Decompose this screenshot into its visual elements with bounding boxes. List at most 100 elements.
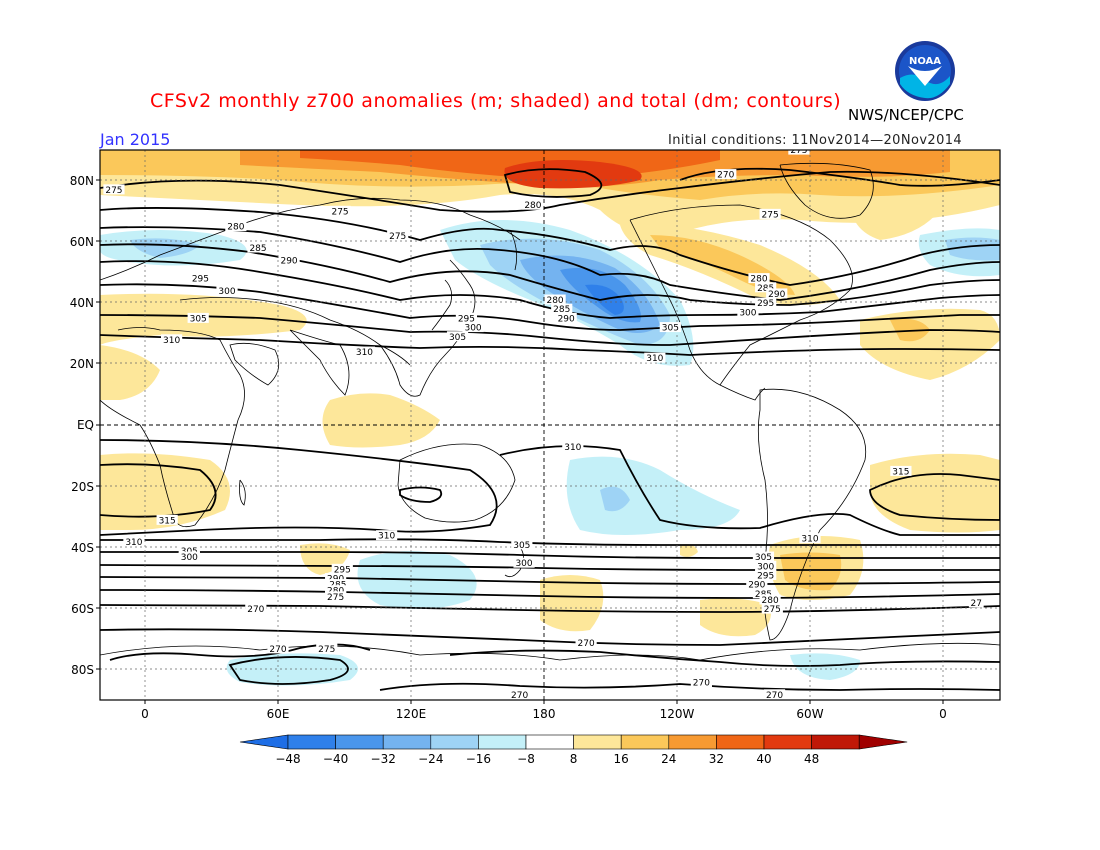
contour-label: 310 — [564, 443, 581, 453]
contour-label: 270 — [511, 691, 528, 701]
legend-swatch — [668, 734, 717, 750]
contour-label: 310 — [378, 532, 395, 542]
contour-label-bg — [103, 184, 125, 195]
legend-label: −48 — [275, 752, 300, 766]
contour-label-bg — [968, 597, 984, 608]
legend-label: 8 — [570, 752, 578, 766]
contour-label: 270 — [247, 605, 264, 615]
legend-label: 24 — [661, 752, 676, 766]
contour-label: 295 — [192, 275, 209, 285]
legend-arrow-low — [239, 734, 289, 750]
contour-label: 300 — [757, 562, 774, 572]
contour-label: 295 — [334, 565, 351, 575]
noaa-logo-text: NOAA — [909, 56, 941, 67]
lat-label: 80N — [70, 174, 94, 188]
coastlines — [100, 162, 1000, 661]
contour-label-bg — [446, 331, 469, 342]
contour-label-bg — [890, 465, 912, 476]
contour-label: 270 — [269, 645, 286, 655]
legend-label: −40 — [323, 752, 348, 766]
contour-label: 285 — [553, 305, 570, 315]
lat-label: 80S — [71, 663, 94, 677]
contour-label-bg — [189, 273, 212, 284]
contour-label: 275 — [790, 146, 807, 156]
contour-label-bg — [799, 533, 821, 544]
chart-title: CFSv2 monthly z700 anomalies (m; shaded)… — [150, 90, 842, 112]
lat-label: 20N — [70, 357, 94, 371]
contour-label: 275 — [331, 207, 348, 217]
contour-label-bg — [247, 242, 269, 253]
legend-swatch — [763, 734, 812, 750]
legend-swatch — [478, 734, 527, 750]
contour-label: 300 — [464, 324, 481, 334]
contour-labels: 2752752802852902953003053102752802802852… — [103, 146, 984, 701]
contour-label: 280 — [227, 223, 244, 233]
lon-axis: 0 60E 120E 180 120W 60W 0 — [141, 707, 947, 721]
contour-label: 275 — [105, 186, 122, 196]
lat-axis: 80N 60N 40N 20N EQ 20S 40S 60S 80S — [70, 174, 94, 677]
contour-label-bg — [788, 150, 810, 155]
contour-label: 275 — [762, 210, 779, 220]
legend-swatch — [620, 734, 670, 750]
contour-label: 275 — [318, 645, 335, 655]
contour-label: 305 — [755, 553, 772, 563]
lat-label: 40S — [71, 541, 94, 555]
contour-label-bg — [737, 306, 759, 317]
contour-label-bg — [327, 579, 349, 590]
contour-label-bg — [325, 585, 347, 596]
lon-label: 120W — [660, 707, 695, 721]
legend-label: −16 — [466, 752, 491, 766]
contour-label: 290 — [748, 581, 765, 591]
contour-label-bg — [522, 199, 544, 210]
lon-label: 60W — [796, 707, 823, 721]
contour-label: 310 — [646, 354, 663, 364]
legend-label: −8 — [517, 752, 535, 766]
contour-label: 270 — [717, 171, 734, 181]
lon-label: 180 — [533, 707, 556, 721]
contour-label-bg — [761, 603, 783, 614]
contour-label-bg — [187, 312, 209, 323]
contour-label: 270 — [693, 679, 710, 689]
contour-label: 315 — [159, 516, 176, 526]
legend-arrow-high — [858, 734, 908, 750]
contour-label-bg — [766, 288, 788, 299]
contour-label-bg — [759, 594, 781, 605]
initial-conditions: Initial conditions: 11Nov2014—20Nov2014 — [668, 133, 963, 148]
lon-label: 0 — [141, 707, 149, 721]
contour-label-bg — [763, 689, 786, 700]
forecast-period: Jan 2015 — [100, 130, 171, 149]
contour-label-bg — [161, 334, 183, 345]
contour-label-bg — [123, 536, 145, 547]
legend-swatch — [335, 734, 384, 750]
contour-label: 310 — [356, 348, 373, 358]
contour-label: 275 — [389, 232, 406, 242]
contour-label-bg — [462, 322, 484, 333]
equator-dateline — [100, 150, 1000, 700]
contour-label: 280 — [762, 596, 779, 606]
contour-label: 310 — [163, 336, 180, 346]
contour-label-bg — [755, 282, 777, 293]
lon-label: 120E — [396, 707, 427, 721]
contour-label: 315 — [892, 467, 909, 477]
contour-label: 280 — [546, 296, 563, 306]
contour-label-bg — [225, 221, 247, 232]
legend-label: 40 — [756, 752, 771, 766]
contour-label-bg — [555, 312, 577, 323]
contour-label-bg — [659, 322, 681, 333]
legend-swatch — [525, 734, 574, 750]
contour-label: 305 — [662, 324, 679, 334]
contour-label-bg — [511, 539, 533, 550]
contour-label-bg — [551, 303, 573, 314]
lat-label: 60N — [70, 235, 94, 249]
contour-label: 310 — [125, 538, 142, 548]
contour-label-bg — [513, 557, 535, 568]
legend-swatch — [430, 734, 479, 750]
contour-label: 295 — [757, 571, 774, 581]
contour-label-bg — [748, 273, 770, 284]
contour-label-bg — [690, 677, 712, 688]
contour-label-bg — [329, 205, 351, 216]
contour-label-bg — [755, 569, 777, 580]
contour-label: 270 — [578, 639, 595, 649]
contour-label: 300 — [739, 308, 756, 318]
